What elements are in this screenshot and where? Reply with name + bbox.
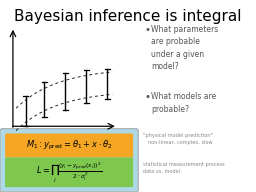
Text: "physical model prediction"
   non-linear, complex, slow: "physical model prediction" non-linear, … [143,133,213,145]
Text: What models are
probable?: What models are probable? [151,92,216,114]
Text: •: • [145,25,151,35]
FancyBboxPatch shape [0,129,138,192]
Text: •: • [145,92,151,102]
Text: Bayesian inference is integral: Bayesian inference is integral [14,9,242,24]
FancyBboxPatch shape [5,133,133,157]
FancyBboxPatch shape [5,157,133,187]
Text: $L = \prod_i \frac{(y_i - y_{\rm pred}(x_i))^2}{2 \cdot \sigma_i^2}$: $L = \prod_i \frac{(y_i - y_{\rm pred}(x… [36,160,102,185]
Text: What parameters
are probable
under a given
model?: What parameters are probable under a giv… [151,25,218,71]
Text: $M_1 : y_{\rm pred} = \theta_1 + x \cdot \theta_2$: $M_1 : y_{\rm pred} = \theta_1 + x \cdot… [26,139,112,152]
Text: statistical measurement process
data vs. model: statistical measurement process data vs.… [143,162,225,174]
